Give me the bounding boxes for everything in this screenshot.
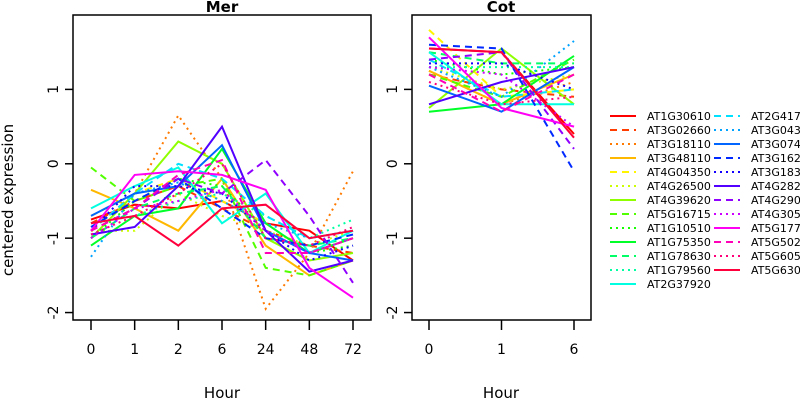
- legend-label-AT3G48110: AT3G48110: [647, 152, 711, 165]
- legend-label-AT4G04350: AT4G04350: [647, 166, 711, 179]
- mer-y-tick-label: -2: [46, 306, 62, 320]
- legend-label-AT3G1629: AT3G1629: [751, 152, 800, 165]
- mer-series-line-AT3G1629: [90, 177, 354, 247]
- mer-series-line-AT5G5028: [90, 158, 354, 254]
- mer-y-tick-label: 1: [46, 85, 62, 94]
- cot-series-line-AT5G1771: [428, 36, 575, 128]
- legend-label-AT4G39620: AT4G39620: [647, 194, 711, 207]
- mer-x-tick-label: 6: [218, 342, 227, 358]
- cot-y-tick-label: -2: [385, 306, 401, 320]
- mer-title: Mer: [206, 0, 239, 16]
- legend-label-AT4G2906: AT4G2906: [751, 194, 800, 207]
- mer-x-tick-label: 0: [87, 342, 96, 358]
- cot-x-tick-label: 6: [570, 342, 579, 358]
- cot-series-line-AT3G1629: [428, 43, 575, 172]
- legend-label-AT3G1839: AT3G1839: [751, 166, 800, 179]
- legend-label-AT3G18110: AT3G18110: [647, 138, 711, 151]
- cot-series-line-AT5G6305: [428, 47, 575, 139]
- legend-label-AT1G79560: AT1G79560: [647, 264, 711, 277]
- cot-y-tick-label: 1: [385, 85, 401, 94]
- mer-series-line-AT4G26500: [91, 192, 354, 247]
- legend-label-AT3G0434: AT3G0434: [751, 124, 800, 137]
- legend-label-AT2G4172: AT2G4172: [751, 110, 800, 123]
- cot-x-label: Hour: [483, 384, 520, 400]
- legend-label-AT3G0743: AT3G0743: [751, 138, 800, 151]
- mer-x-tick-label: 1: [130, 342, 139, 358]
- mer-x-tick-label: 48: [300, 342, 318, 358]
- cot-x-tick-label: 0: [425, 342, 434, 358]
- cot-series-line-AT4G26500: [428, 66, 575, 91]
- mer-series-line-AT5G1771: [90, 170, 354, 299]
- legend-label-AT5G1771: AT5G1771: [751, 222, 800, 235]
- y-axis-label: centered expression: [0, 124, 17, 276]
- cot-y-tick-label: -1: [385, 231, 401, 245]
- legend-label-AT1G75350: AT1G75350: [647, 236, 711, 249]
- cot-y-tick-label: 0: [385, 159, 401, 168]
- cot-series-line-AT3G02660: [428, 73, 575, 98]
- cot-series-line-AT3G0743: [428, 66, 575, 113]
- legend-label-AT4G3058: AT4G3058: [751, 208, 800, 221]
- mer-series-line-AT1G10510: [90, 177, 354, 255]
- mer-x-label: Hour: [204, 384, 241, 400]
- cot-series-line-AT5G5028: [428, 73, 575, 113]
- cot-series-line-AT5G6054: [428, 81, 575, 106]
- legend-label-AT1G30610: AT1G30610: [647, 110, 711, 123]
- legend-label-AT5G6054: AT5G6054: [751, 250, 800, 263]
- mer-x-tick-label: 72: [344, 342, 362, 358]
- cot-series-line-AT2G4172: [428, 58, 575, 98]
- legend-label-AT1G78630: AT1G78630: [647, 250, 711, 263]
- mer-y-tick-label: 0: [46, 159, 62, 168]
- cot-series-line-AT3G0434: [428, 40, 575, 98]
- legend-label-AT3G02660: AT3G02660: [647, 124, 711, 137]
- legend-label-AT4G26500: AT4G26500: [647, 180, 711, 193]
- mer-x-tick-label: 24: [257, 342, 275, 358]
- cot-series-line-AT1G10510: [428, 58, 575, 76]
- legend-label-AT5G5028: AT5G5028: [751, 236, 800, 249]
- legend-label-AT5G6305: AT5G6305: [751, 264, 800, 277]
- legend-label-AT4G2821: AT4G2821: [751, 180, 800, 193]
- cot-x-tick-label: 1: [497, 342, 506, 358]
- mer-plot-frame: [72, 14, 372, 321]
- mer-series-line-AT4G2821: [90, 124, 354, 273]
- legend-label-AT5G16715: AT5G16715: [647, 208, 711, 221]
- mer-series-line-AT3G0743: [90, 143, 354, 262]
- cot-series-line-AT4G2821: [428, 66, 575, 106]
- legend-label-AT1G10510: AT1G10510: [647, 222, 711, 235]
- cot-plot-frame: [411, 14, 592, 321]
- cot-title: Cot: [487, 0, 515, 16]
- mer-x-tick-label: 2: [174, 342, 183, 358]
- mer-series-line-AT5G6305: [90, 203, 354, 247]
- mer-y-tick-label: -1: [46, 231, 62, 245]
- cot-series-line-AT3G1839: [429, 62, 575, 91]
- mer-series-line-AT2G4172: [90, 162, 354, 240]
- legend-label-AT2G37920: AT2G37920: [647, 278, 711, 291]
